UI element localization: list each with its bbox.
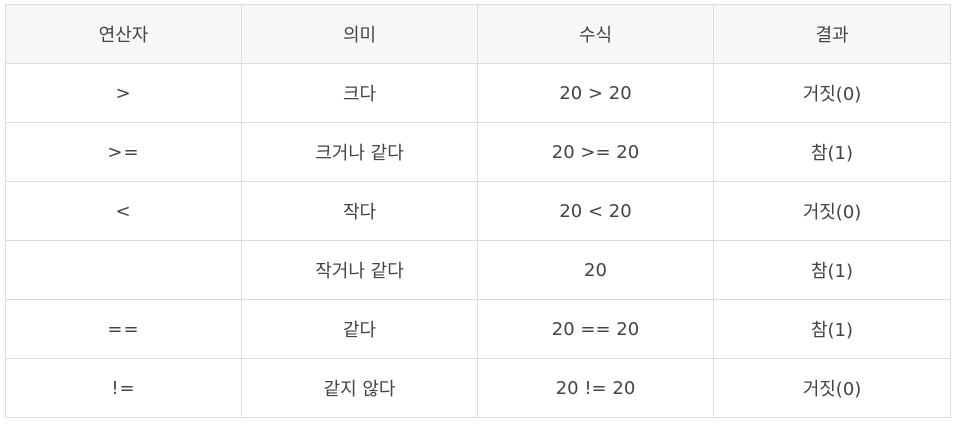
meaning-cell: 작거나 같다 bbox=[241, 240, 478, 300]
expression-cell: 20 bbox=[477, 240, 714, 300]
header-result: 결과 bbox=[713, 4, 951, 64]
meaning-cell: 크다 bbox=[241, 63, 478, 123]
result-cell: 거짓(0) bbox=[713, 63, 951, 123]
comparison-operator-table: 연산자 의미 수식 결과 > 크다 20 > 20 거짓(0) >= 크거나 같… bbox=[5, 4, 951, 418]
operator-cell bbox=[5, 240, 242, 300]
meaning-cell: 같다 bbox=[241, 299, 478, 359]
header-expression: 수식 bbox=[477, 4, 714, 64]
operator-table-container: 연산자 의미 수식 결과 > 크다 20 > 20 거짓(0) >= 크거나 같… bbox=[5, 4, 951, 418]
result-cell: 참(1) bbox=[713, 299, 951, 359]
result-cell: 거짓(0) bbox=[713, 181, 951, 241]
table-row: == 같다 20 == 20 참(1) bbox=[5, 299, 951, 359]
operator-cell: == bbox=[5, 299, 242, 359]
expression-cell: 20 >= 20 bbox=[477, 122, 714, 182]
expression-cell: 20 == 20 bbox=[477, 299, 714, 359]
table-row: < 작다 20 < 20 거짓(0) bbox=[5, 181, 951, 241]
result-cell: 참(1) bbox=[713, 122, 951, 182]
meaning-cell: 같지 않다 bbox=[241, 358, 478, 418]
operator-cell: > bbox=[5, 63, 242, 123]
result-cell: 거짓(0) bbox=[713, 358, 951, 418]
expression-cell: 20 > 20 bbox=[477, 63, 714, 123]
operator-cell: < bbox=[5, 181, 242, 241]
header-meaning: 의미 bbox=[241, 4, 478, 64]
meaning-cell: 작다 bbox=[241, 181, 478, 241]
table-body: > 크다 20 > 20 거짓(0) >= 크거나 같다 20 >= 20 참(… bbox=[5, 63, 951, 418]
header-operator: 연산자 bbox=[5, 4, 242, 64]
result-cell: 참(1) bbox=[713, 240, 951, 300]
table-row: > 크다 20 > 20 거짓(0) bbox=[5, 63, 951, 123]
table-header: 연산자 의미 수식 결과 bbox=[5, 4, 951, 64]
table-row: 작거나 같다 20 참(1) bbox=[5, 240, 951, 300]
operator-cell: != bbox=[5, 358, 242, 418]
table-row: != 같지 않다 20 != 20 거짓(0) bbox=[5, 358, 951, 418]
meaning-cell: 크거나 같다 bbox=[241, 122, 478, 182]
expression-cell: 20 < 20 bbox=[477, 181, 714, 241]
operator-cell: >= bbox=[5, 122, 242, 182]
table-row: >= 크거나 같다 20 >= 20 참(1) bbox=[5, 122, 951, 182]
expression-cell: 20 != 20 bbox=[477, 358, 714, 418]
header-row: 연산자 의미 수식 결과 bbox=[5, 4, 951, 64]
